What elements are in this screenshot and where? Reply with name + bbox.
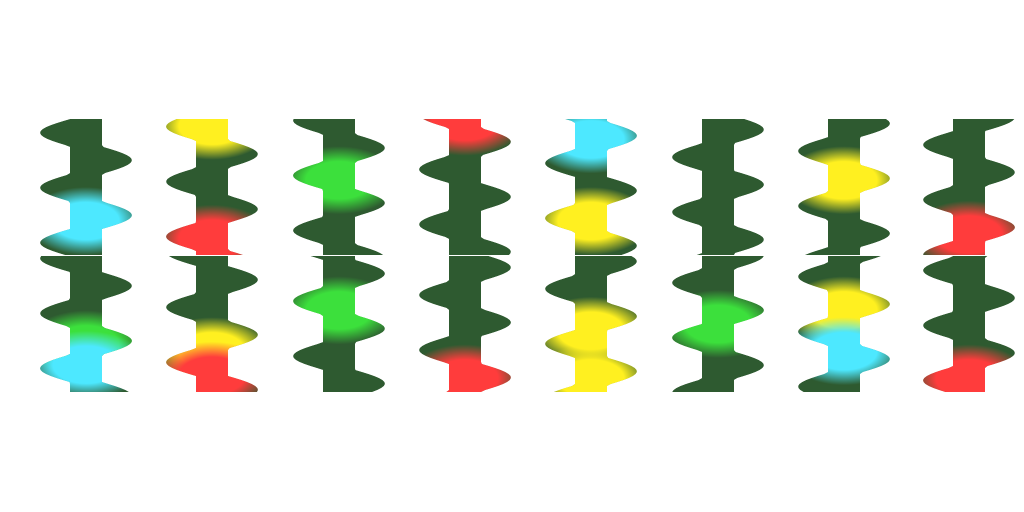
yellow-blob	[166, 119, 258, 160]
red-blob	[419, 119, 511, 156]
tile	[166, 119, 258, 255]
yellow-blob	[545, 187, 637, 255]
wavy-column	[672, 119, 764, 255]
tile	[545, 119, 637, 255]
tile	[798, 119, 890, 255]
tile	[419, 256, 511, 392]
tile	[545, 256, 637, 392]
cyan-blob	[798, 317, 890, 386]
tile	[293, 256, 385, 392]
green-blob	[293, 146, 385, 215]
tile	[923, 119, 1015, 255]
yellow-blob	[798, 146, 890, 215]
green-blob	[672, 290, 764, 358]
tile	[672, 256, 764, 392]
tile	[40, 119, 132, 255]
tile	[419, 119, 511, 255]
tile	[672, 119, 764, 255]
tile	[923, 256, 1015, 392]
tile	[798, 256, 890, 392]
red-blob	[166, 341, 258, 392]
cyan-blob	[40, 187, 132, 255]
red-blob	[923, 344, 1015, 392]
cyan-blob	[40, 330, 132, 392]
tile	[166, 256, 258, 392]
red-blob	[419, 344, 511, 392]
green-blob	[293, 276, 385, 345]
yellow-blob	[545, 344, 637, 392]
cyan-blob	[545, 119, 637, 174]
tile	[40, 256, 132, 392]
tile	[293, 119, 385, 255]
